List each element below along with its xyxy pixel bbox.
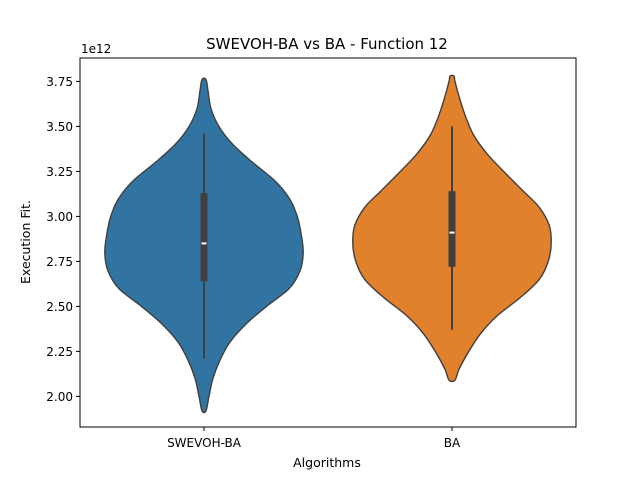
- y-tick-label: 3.75: [46, 75, 73, 89]
- violin-iqr-box-swevoh-ba: [200, 193, 208, 282]
- y-axis-label: Execution Fit.: [18, 200, 33, 284]
- y-tick-label: 2.50: [46, 300, 73, 314]
- y-offset-label: 1e12: [81, 42, 111, 56]
- x-axis: SWEVOH-BA BA: [167, 427, 461, 450]
- y-tick-label: 3.50: [46, 120, 73, 134]
- violin-iqr-box-ba: [448, 191, 456, 267]
- y-tick-label: 2.75: [46, 255, 73, 269]
- y-tick-label: 3.25: [46, 165, 73, 179]
- y-tick-label: 2.25: [46, 345, 73, 359]
- plot-frame: [79, 57, 577, 428]
- y-axis: 2.00 2.25 2.50 2.75 3.00 3.25 3.50 3.75: [46, 75, 80, 404]
- x-tick-label: BA: [444, 436, 461, 450]
- plot-area: [104, 74, 552, 414]
- x-axis-label: Algorithms: [293, 455, 361, 470]
- x-tick-label: SWEVOH-BA: [167, 436, 242, 450]
- y-tick-label: 3.00: [46, 210, 73, 224]
- y-tick-label: 2.00: [46, 390, 73, 404]
- chart-title: SWEVOH-BA vs BA - Function 12: [206, 35, 448, 53]
